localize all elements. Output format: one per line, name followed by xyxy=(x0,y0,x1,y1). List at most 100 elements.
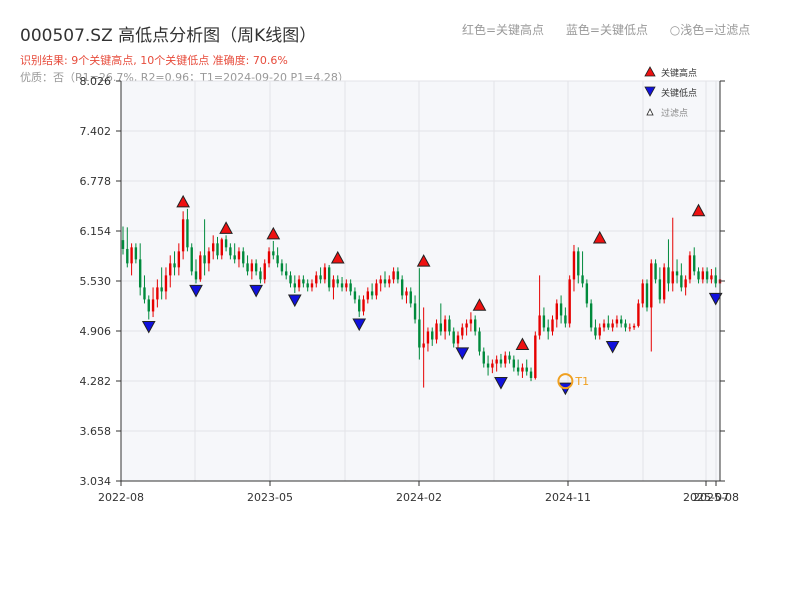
candle-body xyxy=(345,283,348,288)
legend-low-label: 关键低点 xyxy=(661,87,697,99)
chart-title: 000507.SZ 高低点分析图（周K线图） xyxy=(20,26,317,46)
candle-body xyxy=(572,251,576,280)
key-low-marker xyxy=(352,318,367,332)
candle-body xyxy=(134,247,138,260)
candle-body xyxy=(147,299,150,312)
candle-body xyxy=(624,323,627,328)
candle-body xyxy=(375,283,378,296)
candle-body xyxy=(383,279,387,284)
candle-body xyxy=(598,327,601,336)
candle-body xyxy=(220,239,223,256)
y-tick-label: 4.906 xyxy=(80,325,112,338)
candle-body xyxy=(431,331,434,340)
candle-body xyxy=(366,291,370,300)
candle-body xyxy=(516,367,520,372)
key-high-marker xyxy=(472,298,487,311)
candle-body xyxy=(250,263,254,272)
candle-body xyxy=(491,363,494,368)
candle-body xyxy=(452,331,455,344)
candle-body xyxy=(632,325,636,328)
candle-body xyxy=(701,271,705,280)
legend-light-label: ○浅色=过滤点 xyxy=(669,23,751,37)
candle-body xyxy=(405,291,408,296)
candle-body xyxy=(267,251,271,264)
candle-body xyxy=(714,275,717,284)
candle-body xyxy=(469,319,473,324)
candle-body xyxy=(456,335,460,344)
candle-body xyxy=(293,283,296,288)
key-low-marker xyxy=(249,284,263,298)
candle-body xyxy=(332,279,335,288)
candle-body xyxy=(589,303,593,328)
y-tick-label: 6.154 xyxy=(80,225,112,238)
candle-body xyxy=(555,303,558,320)
candle-body xyxy=(340,283,344,288)
candle-body xyxy=(688,255,692,280)
candle-body xyxy=(465,323,468,328)
candle-body xyxy=(615,319,619,324)
candle-body xyxy=(547,327,550,332)
candle-body xyxy=(422,343,425,348)
candle-body xyxy=(628,327,632,329)
candle-body xyxy=(362,299,365,312)
key-high-marker xyxy=(592,230,607,244)
candle-body xyxy=(143,287,146,300)
candle-body xyxy=(705,271,709,280)
y-tick-label: 7.402 xyxy=(80,125,112,138)
candle-body xyxy=(439,323,443,332)
candle-body xyxy=(585,283,589,304)
key-point-markers: T1 xyxy=(141,194,723,396)
candle-body xyxy=(306,283,309,288)
x-tick-label: 2025-07 xyxy=(683,491,729,504)
candle-body xyxy=(310,283,314,288)
candle-body xyxy=(229,247,232,256)
candle-body xyxy=(370,291,374,296)
candle-body xyxy=(392,271,395,280)
candle-body xyxy=(641,283,644,304)
candle-body xyxy=(242,251,245,264)
candle-body xyxy=(233,255,236,260)
candle-body xyxy=(478,331,481,352)
candle-body xyxy=(473,319,477,332)
candle-body xyxy=(426,331,430,344)
candle-body xyxy=(525,367,528,372)
y-tick-label: 8.026 xyxy=(80,75,112,88)
candle-body xyxy=(259,271,262,280)
candle-body xyxy=(413,303,417,320)
candle-body xyxy=(169,263,172,276)
x-axis-ticks: 2022-08 2023-05 2024-02 2024-11 2025-072025-… xyxy=(98,481,739,504)
candle-body xyxy=(620,319,623,324)
candle-body xyxy=(285,271,288,276)
candle-body xyxy=(323,267,327,280)
candle-body xyxy=(684,279,687,288)
candle-body xyxy=(327,267,331,288)
candle-body xyxy=(538,315,541,336)
legend-filtered-label: 过滤点 xyxy=(661,107,688,119)
x-tick-label: 2022-08 xyxy=(98,491,144,504)
candle-body xyxy=(289,275,292,284)
candle-body xyxy=(564,315,567,324)
candle-body xyxy=(521,367,524,372)
candle-body xyxy=(121,240,125,249)
candle-body xyxy=(710,275,713,280)
candle-body xyxy=(190,247,193,272)
marker-legend: 关键高点 关键低点 过滤点 xyxy=(644,66,697,119)
candle-body xyxy=(650,263,653,308)
t1-label: T1 xyxy=(574,375,589,388)
legend-blue-label: 蓝色=关键低点 xyxy=(565,23,648,37)
candle-body xyxy=(315,275,318,284)
candle-body xyxy=(164,275,168,292)
candle-body xyxy=(280,263,284,272)
key-low-marker xyxy=(605,340,620,354)
result-line: 识别结果: 9个关键高点, 10个关键低点 准确度: 70.6% xyxy=(20,54,288,67)
candle-body xyxy=(499,359,503,364)
candle-body xyxy=(542,315,546,328)
candle-body xyxy=(418,319,421,348)
key-low-marker xyxy=(455,347,470,360)
legend-high-icon xyxy=(644,66,656,77)
candle-body xyxy=(126,248,129,264)
candle-body xyxy=(302,279,305,284)
key-low-marker xyxy=(141,320,156,334)
candle-body xyxy=(276,255,279,264)
candle-body xyxy=(482,351,485,364)
